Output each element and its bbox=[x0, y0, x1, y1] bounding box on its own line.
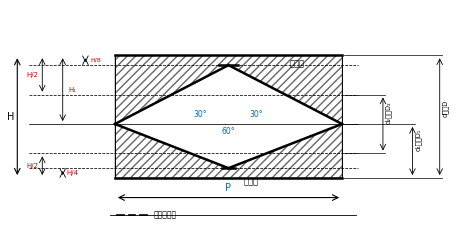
Text: H: H bbox=[7, 112, 14, 122]
Polygon shape bbox=[115, 124, 342, 178]
Text: H₁: H₁ bbox=[68, 87, 76, 93]
Text: 内螺纹: 内螺纹 bbox=[290, 60, 305, 68]
Text: H/2: H/2 bbox=[26, 163, 38, 169]
Text: H/8: H/8 bbox=[90, 58, 101, 63]
Text: 60°: 60° bbox=[222, 127, 235, 136]
Text: 30°: 30° bbox=[250, 110, 264, 119]
Text: d₂或者D₂: d₂或者D₂ bbox=[385, 101, 392, 124]
Text: d或者D: d或者D bbox=[442, 99, 448, 117]
Text: H/4: H/4 bbox=[66, 170, 78, 176]
Text: 30°: 30° bbox=[193, 110, 207, 119]
Text: d₁或者D₁: d₁或者D₁ bbox=[414, 129, 421, 151]
Text: H/2: H/2 bbox=[26, 72, 38, 78]
Polygon shape bbox=[115, 55, 342, 124]
Text: 螺纹的轴线: 螺纹的轴线 bbox=[154, 210, 177, 219]
Text: P: P bbox=[225, 183, 232, 193]
Text: 外螺纹: 外螺纹 bbox=[244, 177, 259, 186]
